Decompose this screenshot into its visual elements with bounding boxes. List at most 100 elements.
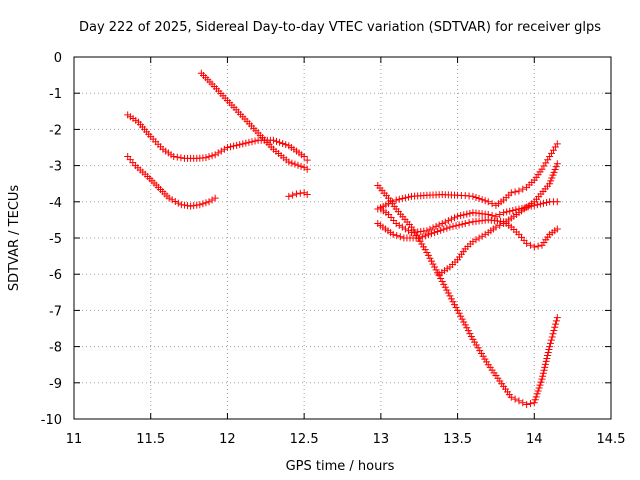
series-track-d	[285, 189, 311, 200]
data-point	[551, 165, 559, 173]
data-point	[441, 283, 449, 291]
data-point	[392, 196, 400, 204]
data-point	[507, 393, 515, 401]
data-point	[292, 190, 300, 198]
data-point	[170, 153, 178, 161]
data-point	[208, 152, 216, 160]
x-tick-label: 11	[66, 432, 83, 447]
data-point	[460, 318, 468, 326]
data-point	[546, 339, 554, 347]
grid-layer	[74, 57, 611, 419]
data-point	[303, 191, 311, 199]
data-point	[202, 199, 210, 207]
data-point	[431, 229, 439, 237]
data-point	[481, 197, 489, 205]
data-point	[454, 306, 462, 314]
data-point	[452, 222, 460, 230]
data-point	[461, 220, 469, 228]
data-point	[395, 221, 403, 229]
data-point	[173, 153, 181, 161]
data-point	[465, 219, 473, 227]
data-point	[492, 223, 500, 231]
y-tick-label: -2	[49, 123, 62, 138]
y-tick-label: 0	[54, 51, 62, 66]
data-point	[427, 257, 435, 265]
data-point	[475, 234, 483, 242]
data-point	[300, 153, 308, 161]
series-track-h	[377, 198, 561, 237]
y-tick-label: -1	[49, 87, 62, 102]
data-point	[432, 222, 440, 230]
data-point	[214, 149, 222, 157]
data-point	[431, 263, 439, 271]
series-track-f	[374, 216, 561, 251]
y-tick-label: -7	[49, 304, 62, 319]
data-point	[269, 136, 277, 144]
data-point	[496, 221, 504, 229]
data-point	[202, 154, 210, 162]
data-point	[404, 227, 412, 235]
data-point	[546, 343, 554, 351]
data-point	[273, 137, 281, 145]
data-point	[549, 330, 557, 338]
data-point	[291, 160, 299, 168]
data-point	[392, 220, 400, 228]
data-point	[426, 254, 434, 262]
data-point	[389, 230, 397, 238]
data-point	[300, 189, 308, 197]
x-tick-label: 12	[219, 432, 236, 447]
data-point	[443, 224, 451, 232]
data-point	[438, 277, 446, 285]
data-point	[466, 209, 474, 217]
y-tick-label: -6	[49, 268, 62, 283]
data-point	[553, 314, 561, 322]
data-point	[523, 239, 531, 247]
y-tick-label: -3	[49, 160, 62, 175]
data-point	[296, 189, 304, 197]
x-tick-label: 11.5	[136, 432, 165, 447]
data-point	[423, 248, 431, 256]
x-tick-labels: 11 11.5 12 12.5 13 13.5 14 14.5	[66, 432, 626, 447]
data-point	[437, 226, 445, 234]
data-point	[484, 210, 492, 218]
data-point	[548, 333, 556, 341]
data-point	[211, 194, 219, 202]
data-point	[217, 147, 225, 155]
data-point	[401, 225, 409, 233]
data-point	[472, 236, 480, 244]
data-point	[236, 141, 244, 149]
plot-frame	[73, 56, 612, 420]
data-point	[544, 351, 552, 359]
data-point	[540, 162, 548, 170]
data-point	[519, 185, 527, 193]
data-point	[393, 232, 401, 240]
data-point	[551, 143, 559, 151]
data-point	[463, 324, 471, 332]
data-point	[457, 312, 465, 320]
data-point	[239, 140, 247, 148]
data-point	[519, 399, 527, 407]
data-point	[463, 210, 471, 218]
data-point	[300, 163, 308, 171]
data-point	[395, 195, 403, 203]
data-point	[437, 275, 445, 283]
data-point	[223, 144, 231, 151]
data-point	[472, 193, 480, 201]
data-point	[553, 140, 561, 148]
data-point	[536, 200, 544, 208]
data-point	[398, 195, 406, 203]
data-point	[294, 161, 302, 169]
series-track-g	[374, 182, 561, 409]
x-tick-label: 14.5	[597, 432, 626, 447]
series-track-b	[124, 153, 219, 210]
data-point	[539, 369, 547, 377]
data-point	[552, 317, 560, 325]
data-point	[421, 232, 429, 240]
data-point	[492, 212, 500, 220]
data-point	[533, 390, 541, 398]
data-point	[534, 242, 542, 250]
data-point	[478, 232, 486, 240]
x-tick-label: 14	[526, 432, 543, 447]
data-points	[124, 69, 561, 409]
